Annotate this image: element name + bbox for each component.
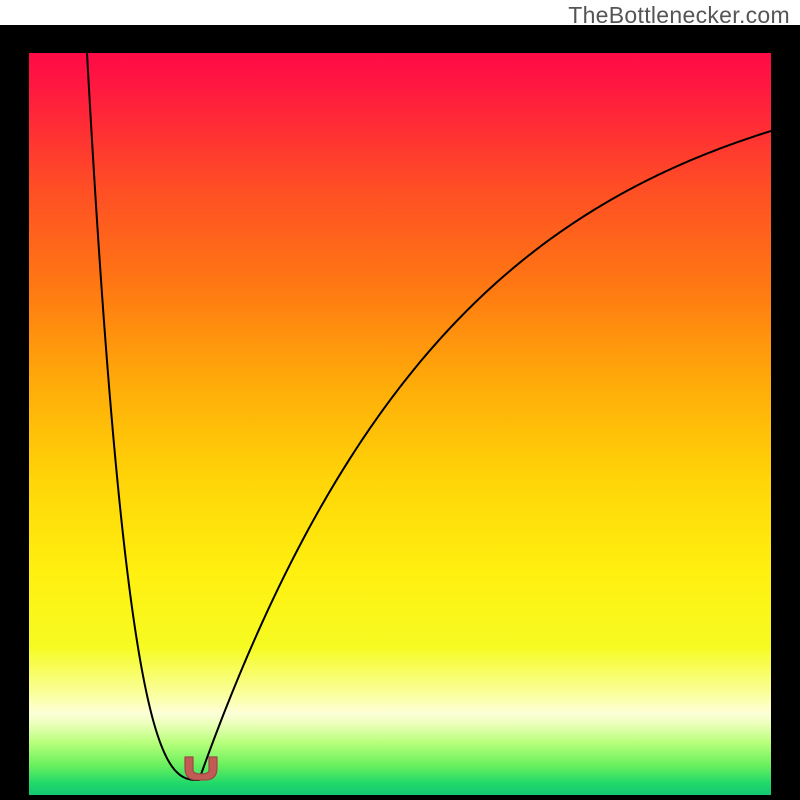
plot-background-gradient [29,53,771,795]
plot-outer-frame [0,25,800,800]
watermark-text: TheBottlenecker.com [568,2,790,29]
plot-area [29,53,771,795]
plot-svg [29,53,771,795]
